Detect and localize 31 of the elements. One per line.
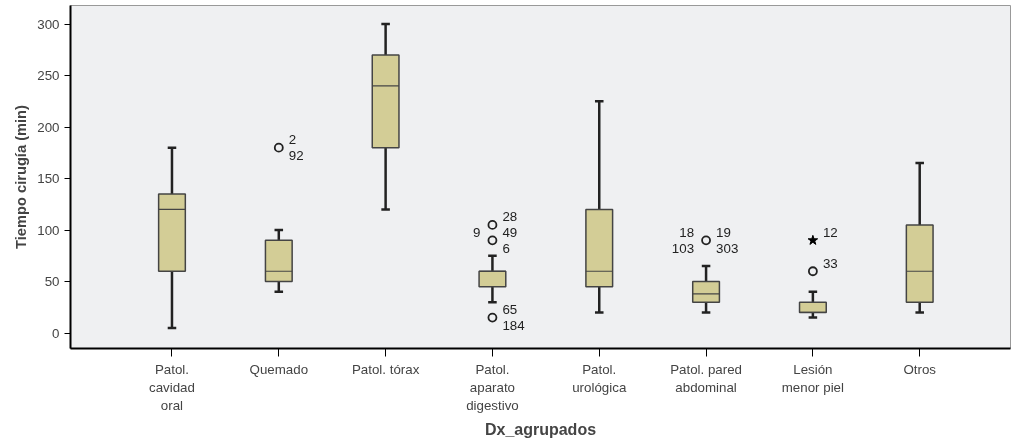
x-tick-label: Patol. cavidad oral: [149, 361, 195, 413]
x-tick-label: Patol. urológica: [572, 361, 627, 395]
annotation: 103: [671, 240, 695, 256]
y-tick-label: 300: [37, 16, 60, 32]
y-tick-label: 200: [37, 119, 60, 135]
x-tick-label: Patol. tórax: [351, 361, 420, 377]
annotation: 33: [822, 255, 838, 271]
y-tick-label: 50: [44, 274, 60, 290]
annotation: 303: [716, 240, 739, 256]
annotation: 18: [679, 224, 695, 240]
x-tick-label: Patol. pared abdominal: [670, 361, 743, 395]
annotation: 28: [502, 209, 518, 225]
y-axis-title: Tiempo cirugía (min): [13, 104, 30, 249]
y-tick-label: 100: [37, 222, 60, 238]
x-tick-label: Otros: [903, 361, 937, 377]
annotation: 49: [502, 224, 518, 240]
annotation: 92: [288, 148, 304, 164]
x-tick-label: Patol. aparato digestivo: [466, 361, 519, 413]
annotation: 6: [502, 240, 510, 256]
x-axis-title: Dx_agrupados: [484, 420, 597, 438]
x-tick-label: Quemado: [249, 361, 309, 377]
annotation: 19: [716, 224, 731, 240]
annotation: 2: [288, 132, 297, 148]
y-tick-label: 0: [52, 325, 60, 341]
annotation: 184: [502, 318, 526, 334]
annotation: 12: [822, 224, 838, 240]
annotation: 9: [473, 224, 481, 240]
x-tick-label: Lesión menor piel: [781, 361, 845, 395]
y-tick-label: 150: [37, 171, 60, 187]
annotation: 65: [502, 302, 518, 318]
y-tick-label: 250: [37, 68, 60, 84]
